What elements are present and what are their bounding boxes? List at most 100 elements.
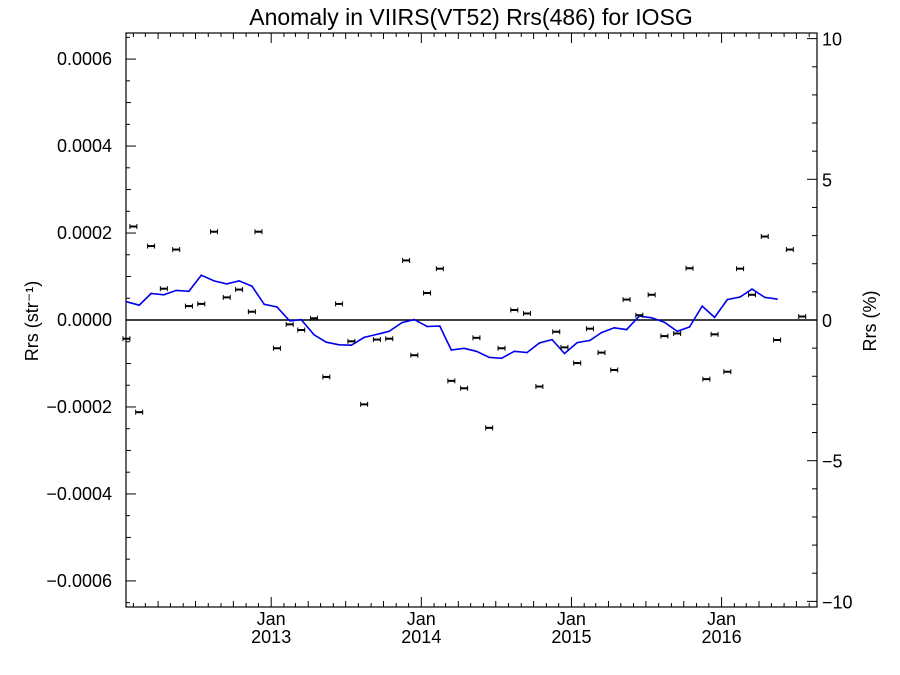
- data-point: [385, 336, 394, 342]
- line-vertex: [300, 318, 303, 321]
- y-axis-right-title: Rrs (%): [860, 291, 880, 352]
- data-point: [702, 376, 711, 382]
- line-vertex: [513, 350, 516, 353]
- line-vertex: [450, 349, 453, 351]
- y-right-tick-label: −5: [822, 452, 843, 472]
- line-vertex: [589, 339, 591, 342]
- data-point: [435, 266, 444, 272]
- line-vertex: [138, 304, 140, 307]
- line-vertex: [563, 352, 566, 355]
- data-point: [585, 326, 594, 332]
- data-point: [235, 287, 244, 293]
- y-left-tick-label: 0.0000: [57, 310, 112, 330]
- line-vertex: [663, 321, 666, 323]
- line-vertex: [688, 326, 691, 328]
- data-point: [710, 331, 719, 337]
- y-left-tick-label: −0.0002: [46, 397, 112, 417]
- data-point: [552, 329, 561, 335]
- data-point: [360, 401, 369, 407]
- line-vertex: [463, 347, 465, 350]
- line-vertex: [475, 350, 478, 353]
- x-tick-label-month: Jan: [557, 609, 586, 629]
- line-vertex: [200, 274, 203, 277]
- y-right-tick-label: −10: [822, 592, 853, 612]
- chart-title: Anomaly in VIIRS(VT52) Rrs(486) for IOSG: [249, 4, 693, 30]
- smoothed-anomaly-line-series: [125, 274, 778, 360]
- y-left-tick-label: 0.0004: [57, 136, 112, 156]
- line-vertex: [276, 306, 278, 308]
- line-vertex: [526, 351, 528, 354]
- data-point: [610, 367, 619, 373]
- data-point: [197, 301, 206, 307]
- line-vertex: [676, 330, 678, 333]
- x-tick-label-year: 2016: [702, 627, 742, 647]
- line-vertex: [150, 292, 152, 295]
- data-point: [573, 360, 582, 366]
- line-vertex: [251, 285, 253, 287]
- data-point: [760, 234, 769, 240]
- data-point: [673, 330, 682, 336]
- data-point: [309, 315, 318, 321]
- data-point: [736, 266, 745, 272]
- line-vertex: [125, 300, 128, 303]
- data-point: [785, 247, 794, 253]
- data-point: [285, 321, 294, 327]
- data-point: [335, 301, 344, 307]
- data-point: [402, 257, 411, 263]
- data-point: [184, 303, 193, 309]
- data-point: [635, 312, 644, 318]
- line-vertex: [376, 333, 378, 336]
- line-vertex: [701, 305, 704, 307]
- data-point: [147, 243, 156, 249]
- data-point: [423, 290, 432, 296]
- line-vertex: [413, 318, 416, 321]
- line-vertex: [751, 288, 753, 290]
- line-vertex: [613, 327, 616, 329]
- line-vertex: [538, 342, 541, 344]
- line-vertex: [238, 280, 240, 282]
- data-point: [597, 350, 606, 356]
- data-point: [372, 337, 381, 343]
- line-vertex: [175, 289, 177, 292]
- line-vertex: [388, 330, 391, 333]
- line-vertex: [338, 343, 340, 346]
- data-point: [347, 338, 356, 344]
- line-vertex: [325, 341, 328, 343]
- data-point: [622, 297, 631, 303]
- line-vertex: [625, 328, 628, 331]
- x-tick-label-year: 2013: [251, 627, 291, 647]
- y-axis-right: 10 5 0 −5 −10: [807, 30, 853, 612]
- line-vertex: [288, 320, 291, 322]
- line-vertex: [350, 344, 353, 347]
- y-left-tick-label: −0.0004: [46, 484, 112, 504]
- data-point: [210, 229, 219, 235]
- data-point: [410, 352, 419, 358]
- data-point: [660, 333, 669, 339]
- monthly-anomaly-points-series: [122, 224, 807, 431]
- line-vertex: [500, 357, 503, 360]
- line-vertex: [313, 333, 315, 336]
- data-point: [685, 265, 694, 271]
- data-point: [485, 425, 494, 431]
- line-vertex: [739, 296, 741, 298]
- data-point: [535, 384, 544, 390]
- x-tick-label-month: Jan: [707, 609, 736, 629]
- line-vertex: [363, 336, 365, 339]
- line-vertex: [763, 296, 766, 299]
- line-vertex: [263, 303, 266, 306]
- line-vertex: [726, 298, 729, 301]
- data-point: [272, 345, 281, 351]
- y-left-tick-label: 0.0002: [57, 223, 112, 243]
- y-axis-left: 0.0006 0.0004 0.0002 0.0000 −0.0002 −0.0004 −0…: [46, 36, 136, 604]
- data-point: [510, 307, 519, 313]
- y-axis-left-title: Rrs (str⁻¹): [22, 281, 42, 361]
- line-vertex: [225, 283, 228, 285]
- line-vertex: [576, 341, 579, 344]
- data-point: [497, 345, 506, 351]
- data-point: [647, 292, 656, 298]
- line-vertex: [439, 325, 441, 327]
- line-vertex: [401, 321, 403, 324]
- smoothed-anomaly-line: [126, 274, 778, 360]
